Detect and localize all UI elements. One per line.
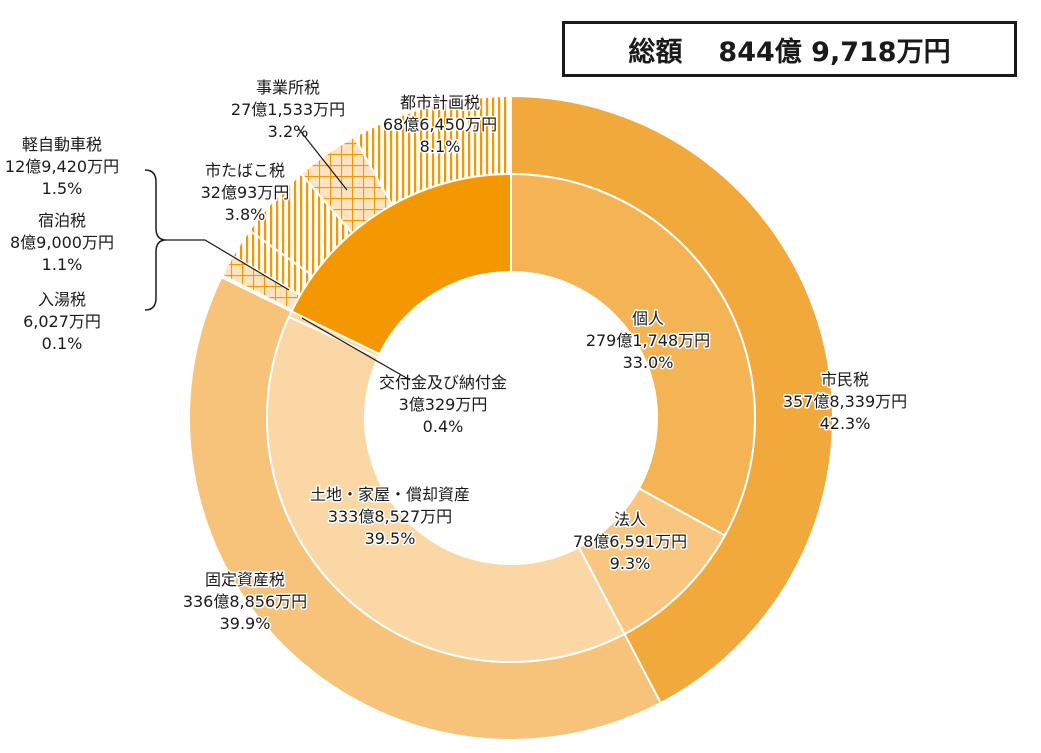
outer_ring-label-4-percent: 1.5% (42, 179, 83, 198)
total-amount: 844億 9,718万円 (718, 36, 951, 68)
chart-labels: 市民税 357億8,339万円 42.3% 固定資産税 336億8,856万円 39.9%… (5, 78, 909, 635)
outer_ring-label-1-percent: 39.9% (220, 614, 271, 633)
leader-jigyosho (297, 127, 348, 191)
inner_ring-label-2-percent: 39.5% (365, 529, 416, 548)
inner_ring-label-0-name: 個人 (632, 309, 664, 328)
outer_ring-label-2-name: 入湯税 (38, 290, 86, 309)
leader-kofukin (301, 317, 411, 381)
inner-slice-4 (290, 172, 512, 356)
outer_ring-label-6-name: 事業所税 (256, 78, 320, 97)
inner_ring-label-1-name: 法人 (614, 510, 646, 529)
inner_ring-label-3-name: 交付金及び納付金 (379, 373, 507, 392)
total-label: 総額 (628, 36, 683, 68)
inner_ring-label-2-amount: 333億8,527万円 (328, 507, 452, 526)
outer_ring-label-3-name: 宿泊税 (38, 211, 86, 230)
outer_ring-label-5-percent: 3.8% (225, 205, 266, 224)
outer_ring-label-1-name: 固定資産税 (205, 570, 285, 589)
outer_ring-label-3-percent: 1.1% (42, 255, 83, 274)
outer_ring-label-2-percent: 0.1% (42, 334, 83, 353)
outer_ring-label-0-amount: 357億8,339万円 (783, 392, 907, 411)
inner_ring-label-3-amount: 3億329万円 (399, 395, 488, 414)
outer_ring-label-7-percent: 8.1% (420, 137, 461, 156)
inner_ring-label-0-amount: 279億1,748万円 (586, 331, 710, 350)
inner_ring-label-3-percent: 0.4% (423, 417, 464, 436)
outer_ring-label-0-percent: 42.3% (820, 414, 871, 433)
outer_ring-label-7-amount: 68億6,450万円 (383, 115, 497, 134)
outer_ring-label-3-amount: 8億9,000万円 (10, 233, 114, 252)
outer_ring-label-6-amount: 27億1,533万円 (231, 100, 345, 119)
inner_ring-label-2-name: 土地・家屋・償却資産 (310, 485, 470, 504)
total-box: 総額 844億 9,718万円 (562, 21, 1017, 77)
leader-lines (144, 127, 411, 381)
bracket-line (144, 169, 167, 311)
inner_ring-label-0-percent: 33.0% (623, 353, 674, 372)
inner_ring-label-1-amount: 78億6,591万円 (573, 532, 687, 551)
outer_ring-label-7-name: 都市計画税 (400, 93, 480, 112)
leader-small-taxes (166, 239, 290, 291)
outer_ring-label-1-amount: 336億8,856万円 (183, 592, 307, 611)
outer_ring-label-0-name: 市民税 (821, 370, 869, 389)
inner_ring-label-1-percent: 9.3% (610, 554, 651, 573)
outer_ring-label-4-amount: 12億9,420万円 (5, 157, 119, 176)
outer_ring-label-4-name: 軽自動車税 (22, 135, 102, 154)
outer_ring-label-5-name: 市たばこ税 (205, 161, 285, 180)
inner-slice-0 (510, 172, 756, 537)
outer_ring-label-5-amount: 32億93万円 (201, 183, 290, 202)
outer_ring-label-2-amount: 6,027万円 (23, 312, 101, 331)
inner-ring (266, 172, 756, 663)
inner-slice-2 (266, 315, 626, 663)
outer_ring-label-6-percent: 3.2% (268, 122, 309, 141)
